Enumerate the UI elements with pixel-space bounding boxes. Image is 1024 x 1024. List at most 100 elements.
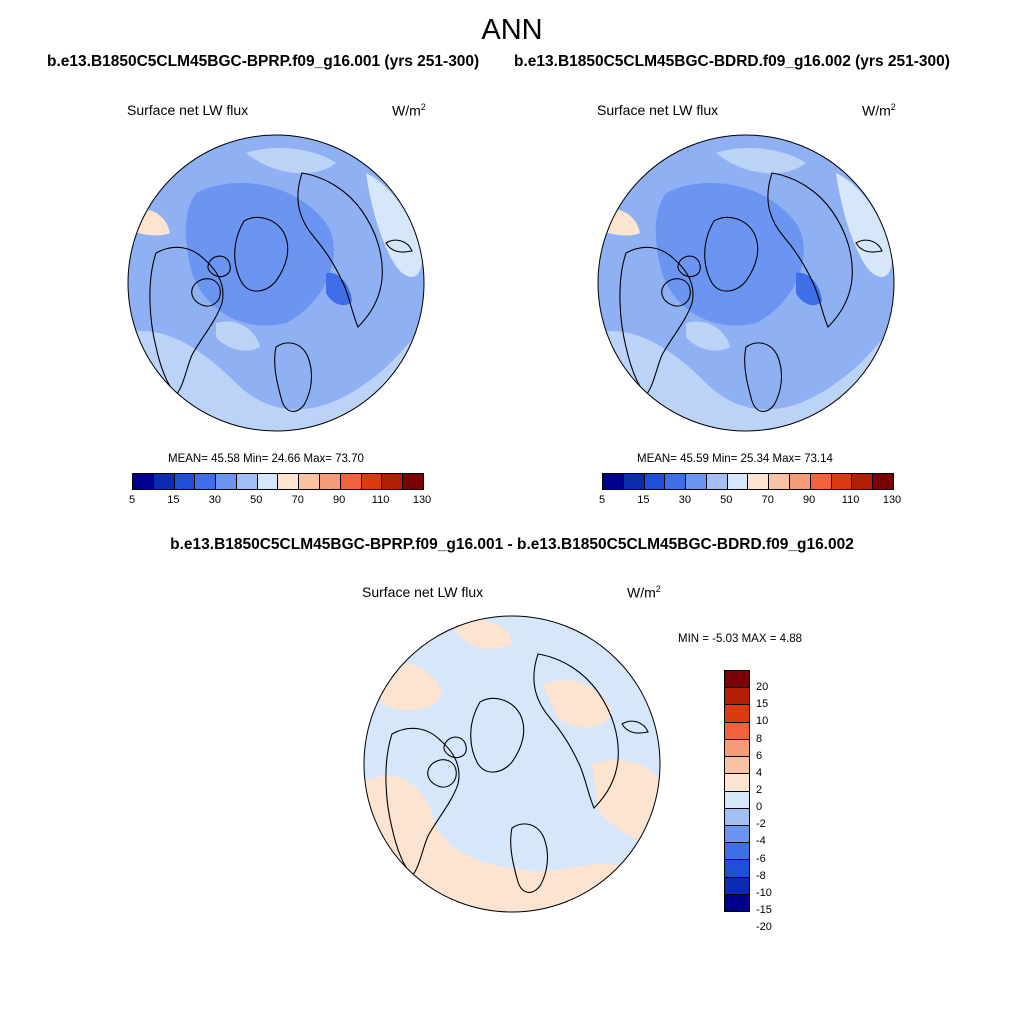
map-border bbox=[127, 134, 425, 432]
coastline bbox=[443, 736, 467, 759]
coastline bbox=[274, 342, 313, 412]
map-border bbox=[363, 615, 661, 913]
colorbar-tick-label: 110 bbox=[841, 494, 860, 506]
colorbar-tick-label: 70 bbox=[761, 494, 774, 506]
colorbar-swatch bbox=[725, 808, 749, 826]
difference-title: b.e13.B1850C5CLM45BGC-BPRP.f09_g16.001 -… bbox=[170, 536, 854, 553]
colorbar-tick-label: 50 bbox=[250, 494, 263, 506]
colorbar-tick-label: -10 bbox=[756, 886, 772, 899]
colorbar-tick-label: -20 bbox=[756, 921, 772, 934]
colorbar-swatch bbox=[725, 757, 749, 775]
colorbar-swatch bbox=[320, 474, 341, 489]
coastline bbox=[744, 342, 783, 412]
colorbar-tick-label: 70 bbox=[291, 494, 304, 506]
season-title: ANN bbox=[481, 14, 543, 46]
coastline bbox=[533, 653, 619, 809]
colorbar-swatch bbox=[725, 774, 749, 792]
colorbar-swatch bbox=[603, 474, 624, 489]
panel2-variable-label: Surface net LW flux bbox=[597, 102, 719, 118]
colorbar-swatch bbox=[725, 705, 749, 723]
colorbar-swatch bbox=[153, 474, 175, 489]
colorbar-tick-label: -15 bbox=[756, 904, 772, 916]
coastline bbox=[510, 823, 549, 893]
colorbar-swatch bbox=[236, 474, 258, 489]
colorbar-swatch bbox=[725, 722, 749, 740]
colorbar-tick-label: 15 bbox=[637, 494, 650, 506]
panel1-units: W/m2 bbox=[392, 102, 426, 119]
coastline bbox=[234, 216, 289, 292]
colorbar-swatch bbox=[623, 474, 645, 489]
colorbar-tick-label: 20 bbox=[756, 681, 769, 694]
colorbar-swatch bbox=[725, 739, 749, 758]
flux-region-light bbox=[246, 148, 336, 174]
coastline bbox=[149, 246, 224, 396]
coastline bbox=[470, 697, 525, 773]
panel1-variable-label: Surface net LW flux bbox=[127, 102, 249, 118]
colorbar-swatch bbox=[725, 671, 749, 689]
colorbar-swatch bbox=[133, 474, 154, 489]
colorbar-swatch bbox=[725, 688, 749, 706]
colorbar-swatch bbox=[686, 474, 707, 489]
colorbar-swatch bbox=[361, 474, 383, 489]
colorbar-swatch bbox=[644, 474, 666, 489]
difference-warm-region bbox=[452, 620, 512, 650]
coastline bbox=[767, 172, 853, 328]
flux-region-light bbox=[128, 323, 424, 431]
coastline bbox=[207, 255, 231, 278]
colorbar-swatch bbox=[831, 474, 853, 489]
colorbar-swatch bbox=[725, 791, 749, 809]
panel3-variable-label: Surface net LW flux bbox=[362, 584, 484, 600]
colorbar-swatch bbox=[340, 474, 362, 489]
colorbar-tick-label: 6 bbox=[756, 749, 763, 762]
colorbar-tick-label: 5 bbox=[128, 494, 136, 506]
colorbar-swatch bbox=[725, 843, 749, 861]
flux-region-light bbox=[598, 323, 894, 431]
colorbar-tick-label: 4 bbox=[756, 766, 763, 779]
coastline bbox=[621, 720, 649, 734]
colorbar-swatch bbox=[725, 825, 749, 844]
difference-warm-region bbox=[542, 680, 612, 728]
colorbar-tick-label: 10 bbox=[756, 715, 769, 728]
colorbar-swatch bbox=[748, 474, 770, 489]
flux-region-pale bbox=[836, 173, 893, 277]
coastline bbox=[855, 239, 883, 253]
flux-region-light bbox=[686, 321, 730, 351]
colorbar-tick-label: -6 bbox=[756, 852, 766, 865]
coastline bbox=[661, 278, 691, 307]
colorbar-tick-label: 30 bbox=[208, 494, 221, 506]
case2-title: b.e13.B1850C5CLM45BGC-BDRD.f09_g16.002 (… bbox=[514, 53, 950, 70]
panel2-units: W/m2 bbox=[862, 102, 896, 119]
colorbar-tick-label: 15 bbox=[756, 698, 769, 711]
colorbar-swatch bbox=[278, 474, 300, 489]
coastline bbox=[297, 172, 383, 328]
panel2-stats: MEAN= 45.59 Min= 25.34 Max= 73.14 bbox=[637, 453, 833, 465]
coastline bbox=[704, 216, 759, 292]
coastline bbox=[385, 239, 413, 253]
colorbar-tick-label: -2 bbox=[756, 818, 766, 831]
colorbar-tick-label: 30 bbox=[678, 494, 691, 506]
coastline bbox=[427, 759, 457, 788]
colorbar-tick-label: 130 bbox=[412, 494, 432, 506]
flux-region-low bbox=[326, 272, 352, 306]
colorbar-tick-label: 130 bbox=[882, 494, 902, 506]
colorbar-swatch bbox=[706, 474, 728, 489]
colorbar-swatch bbox=[725, 877, 749, 895]
colorbar-swatch bbox=[382, 474, 404, 489]
colorbar-swatch bbox=[216, 474, 237, 489]
colorbar-tick-label: 5 bbox=[598, 494, 606, 506]
flux-region-light bbox=[216, 321, 260, 351]
panel3-colorbar bbox=[724, 670, 750, 912]
coastline bbox=[677, 255, 701, 278]
flux-region-low bbox=[796, 272, 822, 306]
coastline bbox=[385, 727, 460, 877]
colorbar-swatch bbox=[725, 894, 749, 912]
colorbar-tick-label: 50 bbox=[720, 494, 733, 506]
colorbar-tick-label: 8 bbox=[756, 732, 763, 745]
colorbar-swatch bbox=[257, 474, 279, 489]
colorbar-swatch bbox=[195, 474, 217, 489]
coastline bbox=[191, 278, 221, 307]
colorbar-swatch bbox=[727, 474, 749, 489]
colorbar-swatch bbox=[852, 474, 874, 489]
difference-warm-region bbox=[364, 775, 660, 912]
colorbar-tick-label: 90 bbox=[803, 494, 816, 506]
